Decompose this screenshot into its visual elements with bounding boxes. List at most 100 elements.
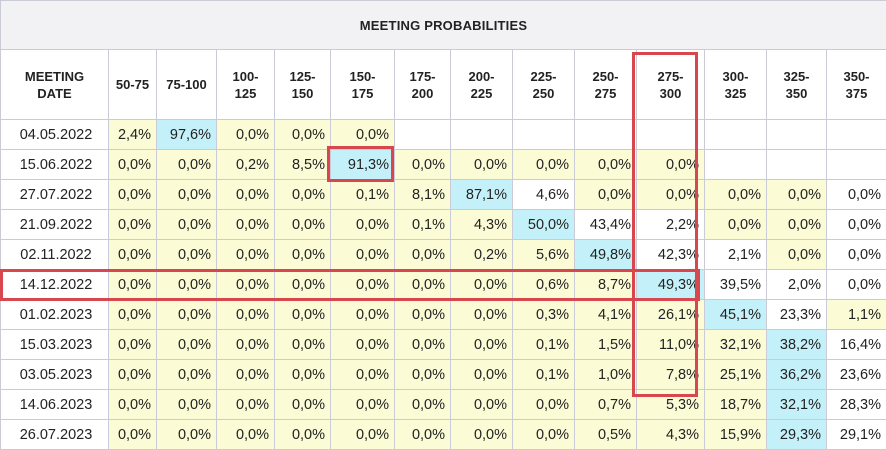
probability-cell: 26,1% bbox=[637, 300, 705, 330]
probability-cell: 45,1% bbox=[705, 300, 767, 330]
column-header-line: 150- bbox=[349, 69, 375, 84]
probability-cell: 0,0% bbox=[331, 270, 395, 300]
meeting-date-cell: 26.07.2023 bbox=[1, 420, 109, 450]
column-header-line: 300 bbox=[660, 86, 682, 101]
probability-cell: 0,0% bbox=[395, 420, 451, 450]
column-header-275-300: 275-300 bbox=[637, 50, 705, 120]
probability-cell: 0,0% bbox=[451, 270, 513, 300]
column-header-line: 250- bbox=[592, 69, 618, 84]
meeting-date-cell: 04.05.2022 bbox=[1, 120, 109, 150]
probability-cell: 0,0% bbox=[513, 390, 575, 420]
probability-cell: 0,0% bbox=[217, 360, 275, 390]
probability-cell bbox=[705, 150, 767, 180]
probability-cell: 0,0% bbox=[157, 330, 217, 360]
probability-cell: 0,0% bbox=[157, 300, 217, 330]
probability-cell: 0,0% bbox=[575, 150, 637, 180]
probability-cell: 5,3% bbox=[637, 390, 705, 420]
probability-cell: 0,0% bbox=[451, 300, 513, 330]
probability-cell: 0,0% bbox=[395, 390, 451, 420]
probability-cell: 0,0% bbox=[217, 300, 275, 330]
probability-cell: 0,0% bbox=[331, 240, 395, 270]
probability-cell bbox=[827, 120, 886, 150]
probability-cell: 0,0% bbox=[109, 180, 157, 210]
probability-cell: 0,1% bbox=[513, 360, 575, 390]
probability-cell: 0,0% bbox=[827, 210, 886, 240]
column-header-line: 50-75 bbox=[116, 77, 149, 92]
column-header-line: 125 bbox=[235, 86, 257, 101]
probability-cell: 15,9% bbox=[705, 420, 767, 450]
probability-cell: 0,0% bbox=[705, 180, 767, 210]
probability-cell: 0,2% bbox=[217, 150, 275, 180]
column-header-line: 200- bbox=[468, 69, 494, 84]
probability-cell: 0,0% bbox=[157, 150, 217, 180]
probability-cell: 50,0% bbox=[513, 210, 575, 240]
probability-cell: 1,1% bbox=[827, 300, 886, 330]
probability-cell: 0,0% bbox=[637, 180, 705, 210]
probability-cell: 36,2% bbox=[767, 360, 827, 390]
probability-cell: 0,0% bbox=[513, 420, 575, 450]
column-header-300-325: 300-325 bbox=[705, 50, 767, 120]
probability-cell: 0,0% bbox=[217, 210, 275, 240]
probability-cell: 1,0% bbox=[575, 360, 637, 390]
probability-cell: 32,1% bbox=[705, 330, 767, 360]
probability-cell: 0,0% bbox=[157, 420, 217, 450]
probability-cell: 0,0% bbox=[451, 330, 513, 360]
probability-cell: 29,1% bbox=[827, 420, 886, 450]
probability-cell: 11,0% bbox=[637, 330, 705, 360]
probability-cell: 2,2% bbox=[637, 210, 705, 240]
probability-cell: 0,0% bbox=[109, 330, 157, 360]
column-header-line: 325- bbox=[783, 69, 809, 84]
probability-cell: 87,1% bbox=[451, 180, 513, 210]
probability-cell: 0,0% bbox=[275, 270, 331, 300]
probability-cell: 0,0% bbox=[275, 390, 331, 420]
probability-cell: 0,0% bbox=[109, 240, 157, 270]
probability-cell: 0,0% bbox=[395, 300, 451, 330]
column-header-line: 250 bbox=[533, 86, 555, 101]
probability-cell: 28,3% bbox=[827, 390, 886, 420]
probability-cell: 0,0% bbox=[331, 120, 395, 150]
probability-cell: 0,5% bbox=[575, 420, 637, 450]
probability-cell: 43,4% bbox=[575, 210, 637, 240]
probability-cell: 49,3% bbox=[637, 270, 705, 300]
meeting-date-cell: 01.02.2023 bbox=[1, 300, 109, 330]
column-header-100-125: 100- 125 bbox=[217, 50, 275, 120]
column-header-line: 300- bbox=[722, 69, 748, 84]
probability-cell: 0,0% bbox=[331, 300, 395, 330]
probability-cell: 0,0% bbox=[109, 150, 157, 180]
probability-cell: 0,0% bbox=[331, 390, 395, 420]
probability-cell: 7,8% bbox=[637, 360, 705, 390]
meeting-date-cell: 14.12.2022 bbox=[1, 270, 109, 300]
column-header-line: 100- bbox=[232, 69, 258, 84]
meeting-date-cell: 03.05.2023 bbox=[1, 360, 109, 390]
probability-cell: 0,1% bbox=[331, 180, 395, 210]
probability-cell: 42,3% bbox=[637, 240, 705, 270]
probability-cell: 0,0% bbox=[275, 420, 331, 450]
probability-cell: 0,0% bbox=[275, 360, 331, 390]
column-header-325-350: 325-350 bbox=[767, 50, 827, 120]
probability-cell: 0,1% bbox=[395, 210, 451, 240]
probability-cell: 0,0% bbox=[331, 210, 395, 240]
probability-cell: 0,3% bbox=[513, 300, 575, 330]
probability-cell bbox=[705, 120, 767, 150]
probability-cell: 0,0% bbox=[767, 210, 827, 240]
column-header-50-75: 50-75 bbox=[109, 50, 157, 120]
probability-cell: 0,0% bbox=[451, 390, 513, 420]
probability-cell: 0,0% bbox=[217, 390, 275, 420]
probability-cell: 0,0% bbox=[157, 390, 217, 420]
column-header-line: 200 bbox=[412, 86, 434, 101]
probability-cell: 0,0% bbox=[827, 270, 886, 300]
probability-cell: 0,0% bbox=[637, 150, 705, 180]
probability-cell: 0,0% bbox=[157, 180, 217, 210]
meeting-date-cell: 14.06.2023 bbox=[1, 390, 109, 420]
